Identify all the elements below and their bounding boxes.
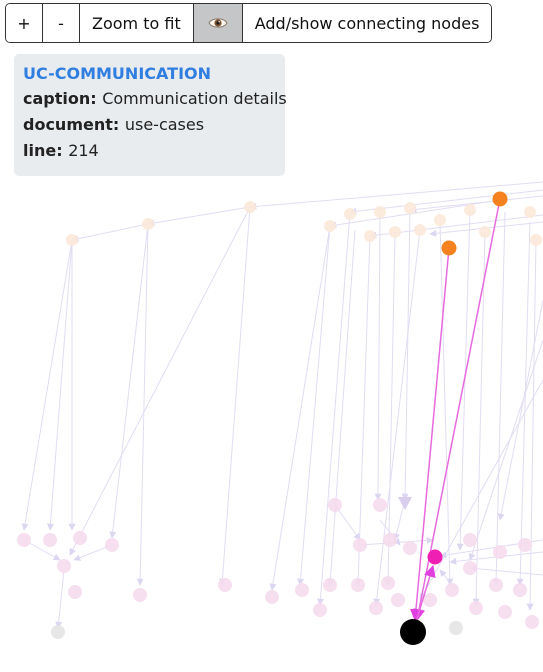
edge-parent-a-to-selected — [410, 247, 450, 622]
document-row: document: use-cases — [23, 112, 276, 138]
line-row: line: 214 — [23, 138, 276, 164]
graph-toolbar: + - Zoom to fit Add/show connecting node… — [5, 3, 493, 43]
child-node[interactable] — [427, 549, 443, 565]
node-info-panel: UC-COMMUNICATION caption: Communication … — [14, 54, 287, 176]
add-connecting-nodes-button[interactable]: Add/show connecting nodes — [242, 4, 492, 42]
caption-row: caption: Communication details — [23, 86, 287, 112]
eye-icon — [208, 18, 228, 28]
caption-value: Communication details — [102, 89, 287, 108]
zoom-out-button[interactable]: - — [43, 4, 80, 42]
faded-edges — [21, 181, 543, 629]
selected-node[interactable] — [400, 619, 426, 645]
node-id-title: UC-COMMUNICATION — [23, 64, 212, 83]
toggle-visibility-button[interactable] — [193, 4, 243, 42]
parent-node-a[interactable] — [492, 191, 508, 207]
line-value: 214 — [68, 141, 99, 160]
line-key: line: — [23, 141, 69, 160]
parent-node-b[interactable] — [441, 240, 457, 256]
caption-key: caption: — [23, 89, 103, 108]
faded-nodes — [17, 201, 542, 639]
zoom-in-button[interactable]: + — [6, 4, 43, 42]
highlighted-edges — [410, 198, 501, 623]
document-key: document: — [23, 115, 125, 134]
edge-selected-to-child — [415, 564, 436, 623]
zoom-to-fit-button[interactable]: Zoom to fit — [80, 4, 194, 42]
document-value: use-cases — [124, 115, 205, 134]
highlighted-nodes — [400, 191, 508, 645]
edge-parent-b-to-selected — [413, 198, 501, 622]
